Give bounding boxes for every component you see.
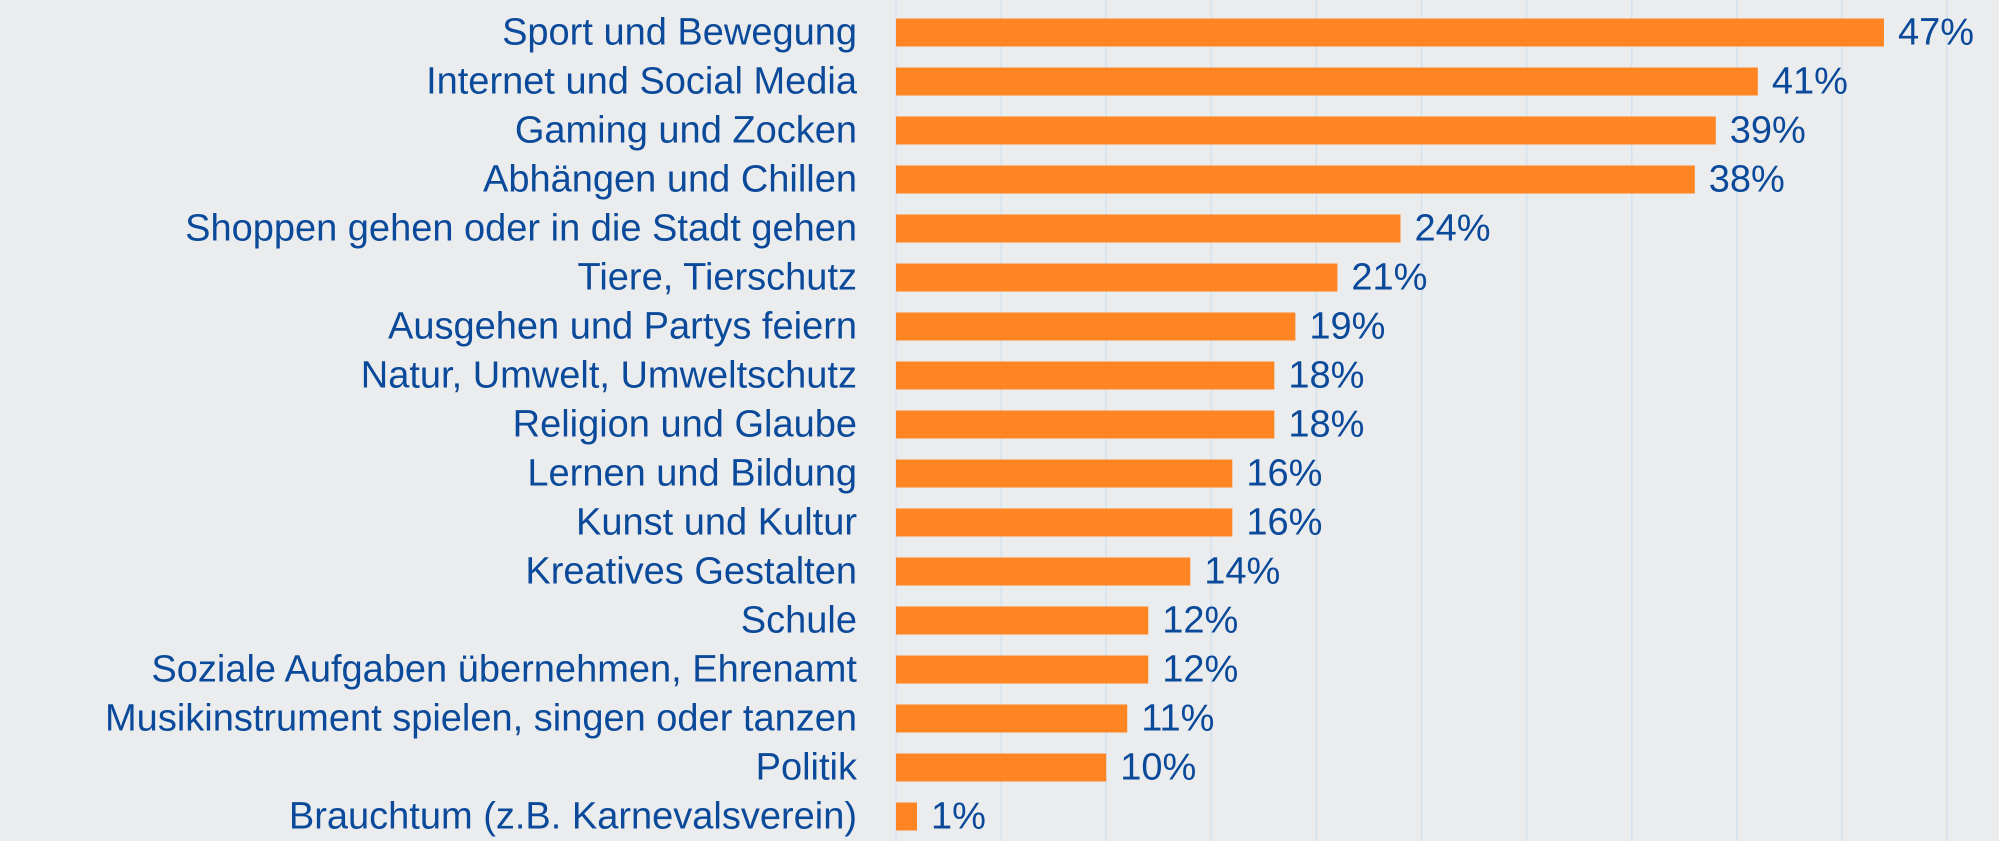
category-label: Politik <box>756 747 858 789</box>
bar <box>896 557 1191 586</box>
category-label: Internet und Social Media <box>426 61 858 103</box>
bar <box>896 18 1884 47</box>
value-label: 21% <box>1351 257 1427 299</box>
bar <box>896 802 918 831</box>
value-label: 41% <box>1772 61 1848 103</box>
value-label: 16% <box>1246 453 1322 495</box>
category-label: Kreatives Gestalten <box>525 551 857 593</box>
category-label: Brauchtum (z.B. Karnevalsverein) <box>289 796 857 838</box>
category-label: Natur, Umwelt, Umweltschutz <box>361 355 857 397</box>
category-label: Soziale Aufgaben übernehmen, Ehrenamt <box>151 649 857 691</box>
category-label: Ausgehen und Partys feiern <box>388 306 857 348</box>
bar <box>896 655 1149 684</box>
value-label: 18% <box>1288 404 1364 446</box>
bar <box>896 508 1233 537</box>
value-label: 47% <box>1898 12 1974 54</box>
value-label: 14% <box>1204 551 1280 593</box>
value-label: 11% <box>1141 698 1214 740</box>
category-label: Schule <box>741 600 857 642</box>
category-label: Abhängen und Chillen <box>483 159 857 201</box>
bar <box>896 67 1758 96</box>
bar <box>896 410 1275 439</box>
value-label: 16% <box>1246 502 1322 544</box>
value-label: 39% <box>1730 110 1806 152</box>
category-label: Sport und Bewegung <box>502 12 857 54</box>
value-label: 24% <box>1414 208 1490 250</box>
value-label: 10% <box>1120 747 1196 789</box>
value-label: 12% <box>1162 600 1238 642</box>
bar <box>896 312 1296 341</box>
category-label: Gaming und Zocken <box>515 110 857 152</box>
category-label: Musikinstrument spielen, singen oder tan… <box>105 698 857 740</box>
bar <box>896 116 1716 145</box>
bar <box>896 263 1338 292</box>
value-label: 38% <box>1709 159 1785 201</box>
bar <box>896 459 1233 488</box>
value-label: 12% <box>1162 649 1238 691</box>
category-label: Kunst und Kultur <box>576 502 857 544</box>
category-label: Religion und Glaube <box>513 404 857 446</box>
value-label: 18% <box>1288 355 1364 397</box>
value-label: 1% <box>931 796 986 838</box>
category-label: Tiere, Tierschutz <box>578 257 857 299</box>
bar <box>896 165 1695 194</box>
bar <box>896 753 1107 782</box>
category-label: Lernen und Bildung <box>527 453 857 495</box>
category-label: Shoppen gehen oder in die Stadt gehen <box>185 208 857 250</box>
bar <box>896 704 1128 733</box>
bar <box>896 361 1275 390</box>
bar <box>896 606 1149 635</box>
bar <box>896 214 1401 243</box>
value-label: 19% <box>1309 306 1385 348</box>
